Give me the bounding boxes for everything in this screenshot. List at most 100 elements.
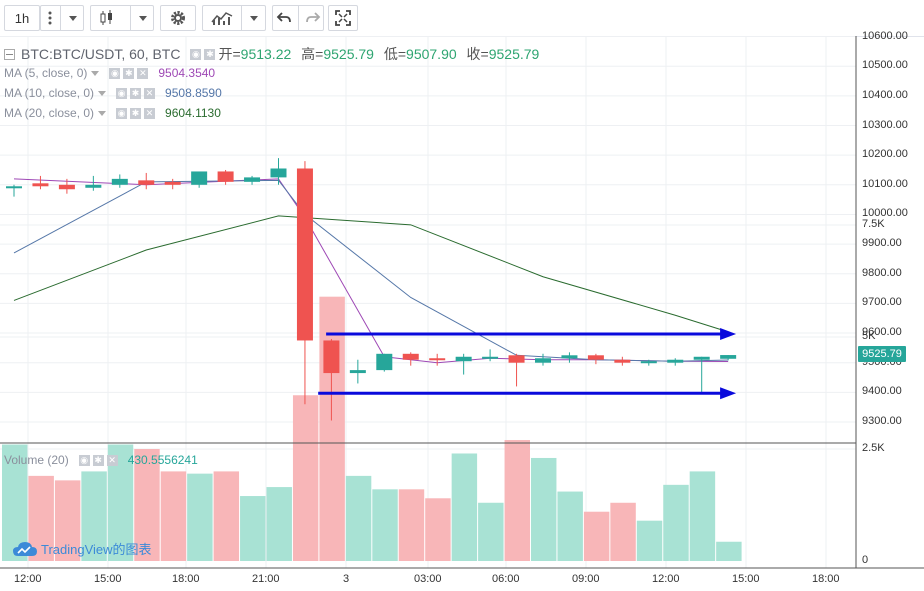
time-tick-label: 03:00 <box>414 573 442 585</box>
open-value: 9513.22 <box>240 46 292 62</box>
price-tick-label: 9900.00 <box>862 237 902 250</box>
ohlc-values: 开=9513.22 高=9525.79 低=9507.90 收=9525.79 <box>218 46 540 62</box>
candle-body <box>349 370 366 374</box>
volume-legend[interactable]: Volume (20) ◉ ✱ ✕ 430.5556241 <box>4 453 198 467</box>
candle-body <box>85 184 102 188</box>
price-tick-label: 10200.00 <box>862 148 908 161</box>
volume-bar <box>531 457 557 561</box>
candle-body <box>6 186 22 189</box>
candle-body <box>587 355 604 360</box>
volume-value: 430.5556241 <box>127 453 198 467</box>
eye-icon[interactable]: ◉ <box>109 67 121 79</box>
gear-icon[interactable]: ✱ <box>204 48 216 60</box>
time-tick-label: 15:00 <box>94 573 122 585</box>
candle-body <box>535 358 551 363</box>
tradingview-watermark[interactable]: TradingView的图表 <box>12 539 152 558</box>
volume-label: Volume (20) <box>4 453 69 467</box>
chevron-down-icon[interactable] <box>91 70 100 76</box>
symbol-title[interactable]: BTC:BTC/USDT, 60, BTC <box>21 46 181 62</box>
volume-bar <box>610 502 636 561</box>
candle-body <box>217 171 234 182</box>
volume-bar <box>319 296 345 561</box>
chart-type-button[interactable] <box>90 5 154 31</box>
fullscreen-button[interactable] <box>328 5 358 31</box>
eye-icon[interactable]: ◉ <box>78 454 90 466</box>
volume-bar <box>451 453 478 561</box>
gear-icon[interactable]: ✱ <box>130 107 142 119</box>
ma5-legend[interactable]: MA (5, close, 0) ◉ ✱ ✕ 9504.3540 <box>4 66 215 80</box>
price-tick-label: 10400.00 <box>862 88 908 101</box>
volume-bar <box>557 491 583 561</box>
price-tick-label: 10000.00 <box>862 207 908 220</box>
candle-body <box>164 181 181 185</box>
ma20-label: MA (20, close, 0) <box>4 106 95 120</box>
ma10-value: 9508.8590 <box>165 86 222 100</box>
price-tick-label: 9300.00 <box>862 415 902 427</box>
chevron-down-icon <box>68 15 77 21</box>
time-tick-label: 18:00 <box>812 573 840 585</box>
chevron-down-icon[interactable] <box>98 90 107 96</box>
top-toolbar: 1h <box>0 0 924 37</box>
ma5-label: MA (5, close, 0) <box>4 66 88 80</box>
time-tick-label: 3 <box>343 573 350 585</box>
indicators-icon <box>210 12 232 25</box>
eye-icon[interactable]: ◉ <box>116 87 128 99</box>
candle-body <box>323 340 340 374</box>
watermark-text: TradingView的图表 <box>41 542 152 557</box>
ma20-value: 9604.1130 <box>165 106 221 120</box>
undo-redo-group <box>272 5 324 31</box>
volume-tick-label: 0 <box>862 554 869 566</box>
volume-tick-label: 5K <box>862 330 876 342</box>
redo-button[interactable] <box>305 11 321 25</box>
undo-button[interactable] <box>276 11 292 25</box>
volume-bar <box>425 498 451 561</box>
time-tick-label: 09:00 <box>572 573 600 585</box>
gear-icon[interactable]: ✱ <box>130 87 142 99</box>
volume-bar <box>689 471 716 561</box>
volume-bar <box>2 444 28 561</box>
candle-body <box>402 353 419 360</box>
price-tick-label: 9700.00 <box>862 296 902 309</box>
candle-body <box>561 355 578 359</box>
candle-body <box>720 355 737 359</box>
candle-body <box>455 356 472 362</box>
chevron-down-icon[interactable] <box>98 110 107 116</box>
candle-body <box>270 168 287 178</box>
redo-icon <box>305 12 320 23</box>
time-tick-label: 21:00 <box>252 573 280 585</box>
drawings-layer[interactable] <box>318 327 737 400</box>
close-icon[interactable]: ✕ <box>137 67 149 79</box>
close-icon[interactable]: ✕ <box>144 87 156 99</box>
interval-menu-button[interactable] <box>40 5 84 31</box>
eye-icon[interactable]: ◉ <box>116 107 128 119</box>
candlesticks <box>6 158 737 421</box>
volume-bar <box>240 496 266 561</box>
time-tick-label: 06:00 <box>492 573 520 585</box>
eye-icon[interactable]: ◉ <box>190 48 202 60</box>
arrow-head-icon <box>720 327 737 340</box>
price-tick-label: 10300.00 <box>862 118 908 131</box>
cloud-icon <box>13 541 37 556</box>
price-tick-label: 10600.00 <box>862 29 908 42</box>
volume-bar <box>478 502 504 561</box>
ma20-legend[interactable]: MA (20, close, 0) ◉ ✱ ✕ 9604.1130 <box>4 106 221 120</box>
settings-button[interactable] <box>160 5 196 31</box>
ma10-legend[interactable]: MA (10, close, 0) ◉ ✱ ✕ 9508.8590 <box>4 86 222 100</box>
chevron-down-icon <box>249 15 258 21</box>
candle-body <box>376 353 393 371</box>
gear-icon[interactable]: ✱ <box>123 67 135 79</box>
more-vert-icon <box>48 11 51 25</box>
candle-body <box>58 184 75 190</box>
gear-icon[interactable]: ✱ <box>92 454 104 466</box>
chevron-down-icon <box>138 15 147 21</box>
close-icon[interactable]: ✕ <box>144 107 156 119</box>
collapse-icon[interactable] <box>4 48 15 60</box>
interval-label: 1h <box>14 10 30 26</box>
candle-body <box>429 358 446 361</box>
indicators-button[interactable] <box>202 5 266 31</box>
ma20-line <box>13 215 729 333</box>
candle-body <box>614 359 631 363</box>
close-icon[interactable]: ✕ <box>106 454 118 466</box>
interval-button[interactable]: 1h <box>4 5 40 31</box>
